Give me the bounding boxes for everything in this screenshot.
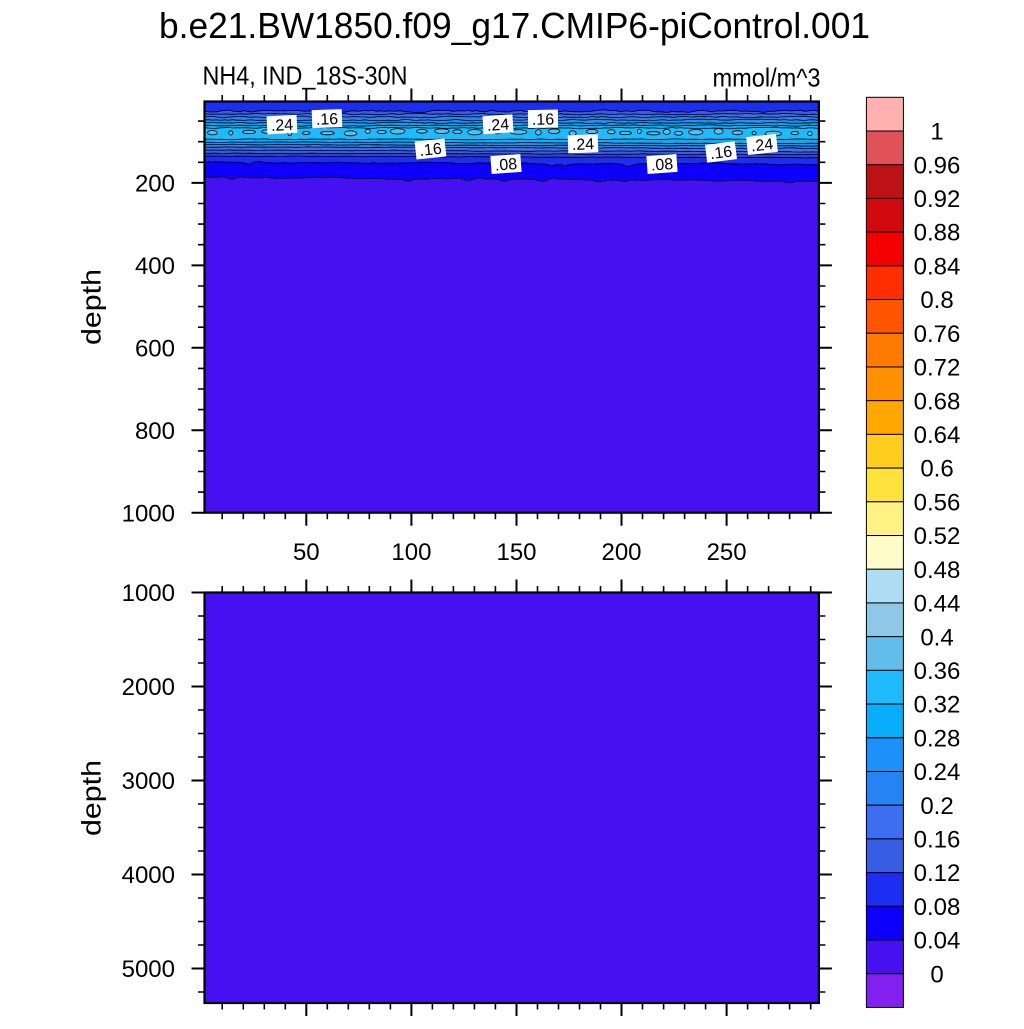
svg-text:3000: 3000 xyxy=(122,768,175,795)
svg-text:0.52: 0.52 xyxy=(914,523,961,550)
svg-text:150: 150 xyxy=(496,539,536,566)
svg-text:800: 800 xyxy=(135,418,175,445)
svg-text:0.6: 0.6 xyxy=(920,456,953,483)
svg-text:0.76: 0.76 xyxy=(914,321,961,348)
svg-text:1000: 1000 xyxy=(122,500,175,527)
svg-text:200: 200 xyxy=(135,171,175,198)
svg-text:0.68: 0.68 xyxy=(914,388,961,415)
svg-text:0.12: 0.12 xyxy=(914,860,961,887)
svg-text:5000: 5000 xyxy=(122,956,175,983)
svg-text:mmol/m^3: mmol/m^3 xyxy=(713,63,821,93)
svg-text:4000: 4000 xyxy=(122,862,175,889)
svg-text:0.4: 0.4 xyxy=(920,624,953,651)
svg-text:0.36: 0.36 xyxy=(914,658,961,685)
svg-text:0.96: 0.96 xyxy=(914,152,961,179)
svg-text:depth: depth xyxy=(77,760,107,836)
svg-text:400: 400 xyxy=(135,253,175,280)
svg-text:b.e21.BW1850.f09_g17.CMIP6-piC: b.e21.BW1850.f09_g17.CMIP6-piControl.001 xyxy=(159,5,870,46)
svg-text:0.28: 0.28 xyxy=(914,725,961,752)
svg-text:1000: 1000 xyxy=(122,580,175,607)
svg-text:600: 600 xyxy=(135,335,175,362)
svg-text:0.08: 0.08 xyxy=(914,894,961,921)
svg-text:0.2: 0.2 xyxy=(920,793,953,820)
svg-text:0.84: 0.84 xyxy=(914,254,961,281)
svg-text:100: 100 xyxy=(391,539,431,566)
svg-text:50: 50 xyxy=(293,539,320,566)
svg-text:250: 250 xyxy=(707,539,747,566)
svg-text:0.88: 0.88 xyxy=(914,220,961,247)
svg-text:.08: .08 xyxy=(494,156,517,175)
svg-text:.08: .08 xyxy=(650,156,673,175)
svg-text:NH4, IND_18S-30N: NH4, IND_18S-30N xyxy=(203,61,408,91)
svg-text:.16: .16 xyxy=(419,141,443,160)
svg-text:0.92: 0.92 xyxy=(914,186,961,213)
svg-text:.24: .24 xyxy=(271,117,294,135)
svg-text:.16: .16 xyxy=(316,111,339,129)
svg-text:0.44: 0.44 xyxy=(914,591,961,618)
svg-text:0.32: 0.32 xyxy=(914,692,961,719)
svg-text:0.04: 0.04 xyxy=(914,928,961,955)
svg-text:1: 1 xyxy=(930,119,943,146)
svg-text:.24: .24 xyxy=(572,136,595,154)
svg-text:0.24: 0.24 xyxy=(914,759,961,786)
svg-text:200: 200 xyxy=(601,539,641,566)
svg-text:0.56: 0.56 xyxy=(914,489,961,516)
svg-text:0: 0 xyxy=(930,961,943,988)
svg-text:0.48: 0.48 xyxy=(914,557,961,584)
svg-text:depth: depth xyxy=(77,269,107,345)
svg-text:.24: .24 xyxy=(486,116,509,135)
svg-text:0.72: 0.72 xyxy=(914,355,961,382)
svg-text:.24: .24 xyxy=(750,136,774,155)
svg-text:.16: .16 xyxy=(709,143,733,163)
svg-text:.16: .16 xyxy=(532,111,555,128)
svg-text:2000: 2000 xyxy=(122,674,175,701)
svg-text:0.16: 0.16 xyxy=(914,827,961,854)
svg-text:0.8: 0.8 xyxy=(920,287,953,314)
svg-text:0.64: 0.64 xyxy=(914,422,961,449)
